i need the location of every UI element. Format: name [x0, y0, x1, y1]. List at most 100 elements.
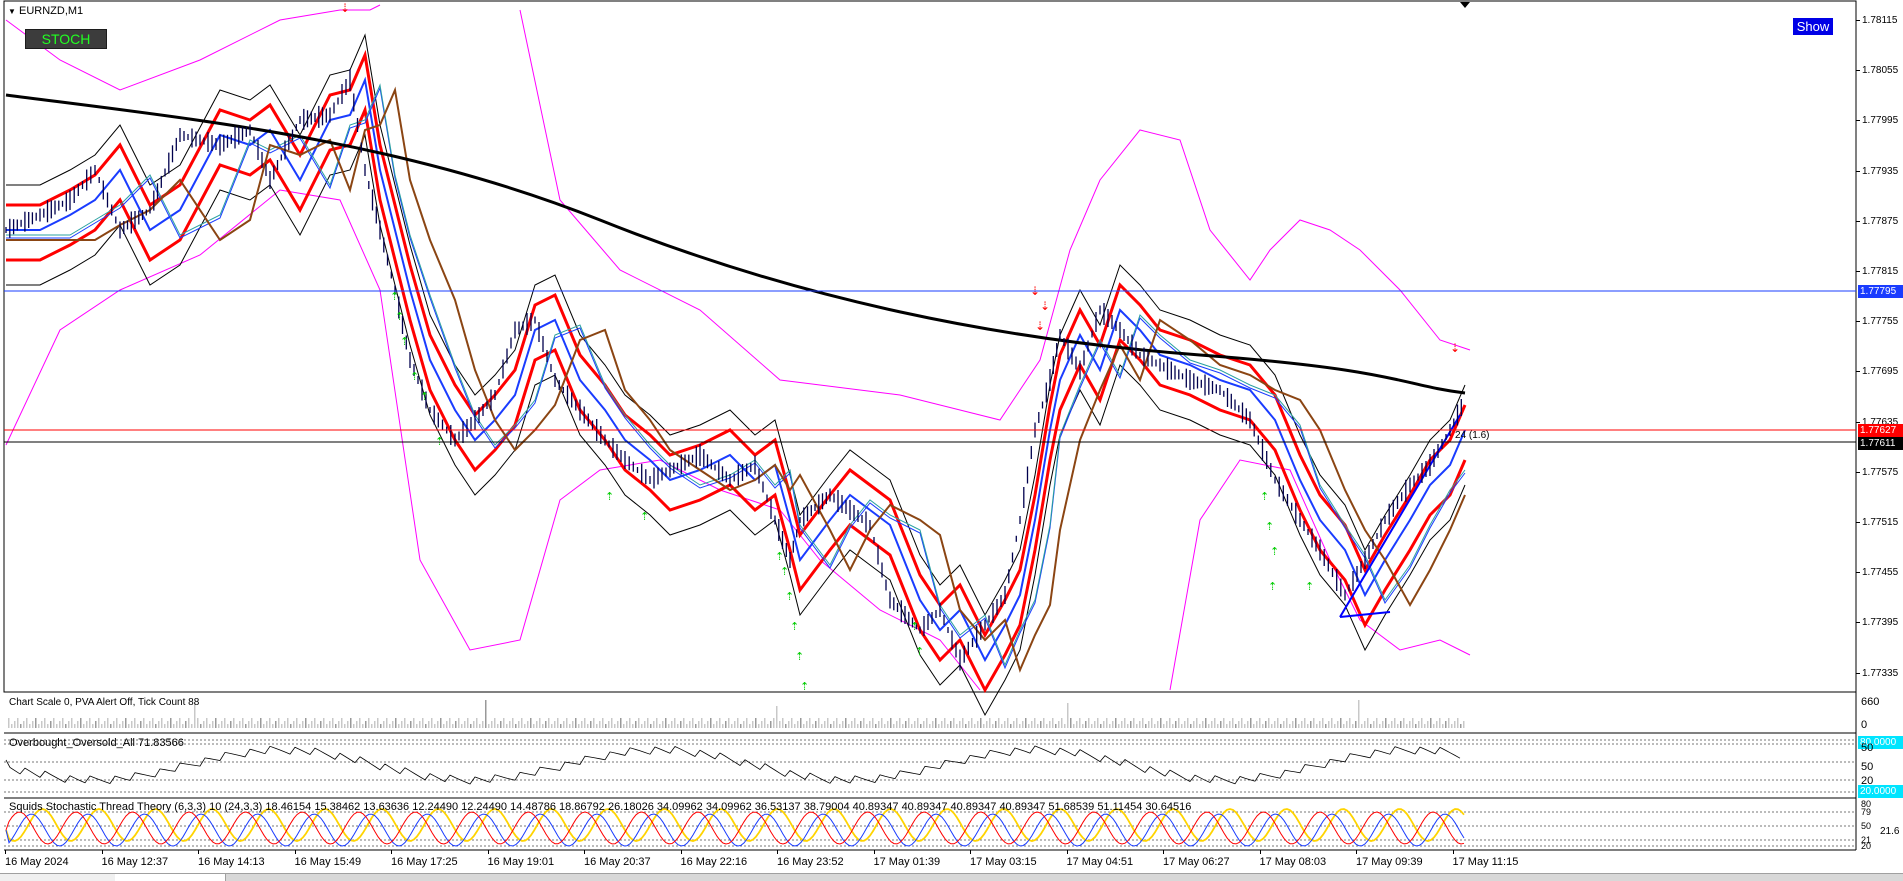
- volume-bar: [1442, 724, 1444, 728]
- volume-bar: [509, 721, 511, 728]
- volume-bar: [1016, 718, 1018, 728]
- time-tick-mark: [680, 850, 682, 854]
- volume-bar: [800, 718, 802, 728]
- collapse-triangle-icon[interactable]: ▼: [8, 7, 16, 16]
- volume-bar: [1079, 718, 1081, 728]
- volume-bar: [1295, 718, 1297, 728]
- volume-bar: [389, 724, 391, 728]
- volume-bar: [230, 721, 232, 728]
- envelope-upper-line: [6, 49, 1467, 639]
- volume-bar: [1457, 718, 1459, 728]
- volume-bar: [206, 718, 208, 728]
- volume-bar: [695, 724, 697, 728]
- volume-bar: [1121, 721, 1123, 728]
- volume-bar: [599, 721, 601, 728]
- volume-bar: [1001, 724, 1003, 728]
- buy-arrow-icon: ⇡: [640, 510, 649, 523]
- volume-bar: [1085, 721, 1087, 728]
- stoch-button[interactable]: STOCH: [25, 29, 107, 49]
- volume-bar: [17, 718, 19, 728]
- volume-bar: [131, 721, 133, 728]
- volume-bar: [1013, 721, 1015, 728]
- volume-bar: [803, 724, 805, 728]
- volume-bar: [158, 721, 160, 728]
- volume-bar: [989, 718, 991, 728]
- volume-bar: [1364, 721, 1366, 728]
- volume-bar: [728, 718, 730, 728]
- stoch-line: [5, 813, 1465, 847]
- time-tick-label: 16 May 20:37: [584, 856, 651, 868]
- volume-bar: [422, 718, 424, 728]
- volume-bar: [944, 718, 946, 728]
- volume-bar: [812, 724, 814, 728]
- stoch-line: [5, 811, 1465, 845]
- sell-arrow-icon: ⇣: [1035, 319, 1045, 333]
- volume-bar: [935, 718, 937, 728]
- volume-bar: [1112, 721, 1114, 728]
- volume-bar: [527, 721, 529, 728]
- volume-bar: [830, 724, 832, 728]
- show-button[interactable]: Show: [1793, 18, 1833, 35]
- volume-bar: [1349, 718, 1351, 728]
- volume-bar: [35, 718, 37, 728]
- volume-bar: [617, 721, 619, 728]
- volume-bar: [680, 721, 682, 728]
- time-tick-label: 17 May 03:15: [970, 856, 1037, 868]
- volume-bar: [1034, 718, 1036, 728]
- ma-brown-line: [6, 86, 1466, 673]
- volume-bar: [1010, 724, 1012, 728]
- buy-arrow-icon: ⇡: [420, 390, 429, 403]
- volume-bar: [215, 718, 217, 728]
- volume-bar: [413, 718, 415, 728]
- buy-arrow-icon: ⇡: [1268, 580, 1277, 593]
- volume-bar: [305, 718, 307, 728]
- volume-bar: [938, 724, 940, 728]
- volume-bar: [404, 718, 406, 728]
- buy-arrow-icon: ⇡: [390, 290, 399, 303]
- time-tick-label: 16 May 17:25: [391, 856, 458, 868]
- volume-bar: [530, 718, 532, 728]
- time-tick-mark: [101, 850, 103, 854]
- chart-tab-active[interactable]: [115, 874, 226, 881]
- volume-bar: [536, 721, 538, 728]
- volume-bar: [143, 718, 145, 728]
- chart-tab-bar: [0, 873, 1903, 881]
- volume-bar: [500, 721, 502, 728]
- time-tick-label: 17 May 08:03: [1259, 856, 1327, 868]
- volume-bar: [920, 724, 922, 728]
- volume-bar: [398, 724, 400, 728]
- volume-bar: [797, 721, 799, 728]
- volume-bar: [884, 724, 886, 728]
- volume-bar: [1445, 721, 1447, 728]
- volume-bar: [1187, 718, 1189, 728]
- volume-bar: [473, 721, 475, 728]
- volume-bar: [737, 718, 739, 728]
- volume-bar: [1343, 724, 1345, 728]
- volume-bar: [1280, 724, 1282, 728]
- volume-bar: [356, 721, 358, 728]
- stoch-scale-label: 21: [1861, 835, 1872, 845]
- volume-bar: [866, 724, 868, 728]
- shift-marker-icon: [1460, 2, 1470, 8]
- volume-bar: [395, 718, 397, 728]
- volume-bar: [1220, 721, 1222, 728]
- ma-slow-line: [5, 93, 1466, 395]
- volume-bar: [368, 718, 370, 728]
- volume-bar: [782, 718, 784, 728]
- volume-bar: [245, 724, 247, 728]
- volume-max: 660: [1861, 696, 1880, 708]
- volume-bar: [1352, 724, 1354, 728]
- buy-arrow-icon: ⇡: [910, 620, 919, 633]
- volume-bar: [326, 724, 328, 728]
- volume-bar: [1319, 721, 1321, 728]
- buy-arrow-icon: ⇡: [410, 370, 419, 383]
- price-tick-mark: [1856, 271, 1860, 272]
- volume-bar: [89, 718, 91, 728]
- volume-bar: [581, 721, 583, 728]
- volume-bar: [86, 721, 88, 728]
- volume-bar: [1460, 724, 1462, 728]
- volume-bar: [1196, 718, 1198, 728]
- volume-bar: [1334, 724, 1336, 728]
